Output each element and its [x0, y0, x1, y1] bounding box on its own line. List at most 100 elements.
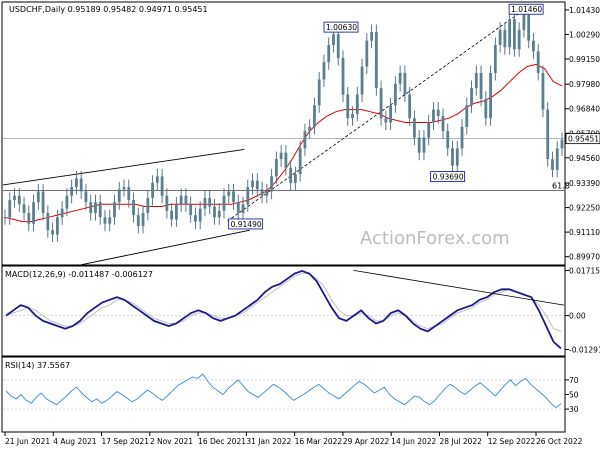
price-bar-body: [203, 197, 207, 209]
price-bar-body: [294, 174, 297, 183]
symbol-label: USDCHF,Daily 0.95189 0.95482 0.94971 0.9…: [9, 5, 208, 14]
macd-y-tick-label: 0.017156: [569, 267, 600, 276]
price-bar-body: [465, 105, 469, 127]
x-tick-label: 14 Jun 2022: [391, 437, 436, 446]
price-bar-body: [265, 191, 269, 196]
price-bar-body: [289, 167, 293, 183]
main-panel: ActionForex.com 1.014301.002900.991500.9…: [1, 1, 600, 266]
rsi-line: [5, 373, 562, 409]
price-bar-body: [332, 34, 335, 45]
x-tick-label: 26 Oct 2022: [536, 437, 583, 446]
x-tick-label: 31 Jan 2022: [246, 437, 291, 446]
price-bar-body: [79, 178, 83, 192]
x-tick-label: 12 Sep 2022: [488, 437, 536, 446]
moving-average-line: [4, 63, 563, 223]
price-bar-body: [317, 79, 321, 106]
price-bar-body: [3, 217, 7, 219]
price-bar-body: [189, 204, 193, 216]
price-bar-body: [217, 210, 221, 218]
price-bar-body: [274, 159, 278, 177]
x-tick-label: 28 Jul 2022: [439, 437, 482, 446]
main-y-tick-label: 0.93390: [569, 179, 600, 188]
price-bar-body: [546, 109, 550, 160]
price-bar-body: [560, 139, 564, 149]
macd-y-tick-label: 0.00: [569, 312, 586, 321]
price-bar-body: [41, 191, 45, 213]
price-bar-body: [555, 148, 559, 170]
main-y-tick-label: 1.00290: [569, 30, 600, 39]
main-y-tick-label: 1.01430: [569, 6, 600, 15]
price-bar-body: [55, 217, 59, 235]
price-bar-body: [432, 109, 435, 123]
main-y-tick-label: 0.89970: [569, 253, 600, 262]
price-bar-body: [313, 105, 316, 127]
price-bar-body: [165, 195, 169, 211]
price-bar-body: [446, 131, 450, 149]
price-bar-body: [255, 180, 259, 190]
price-bar-body: [374, 32, 378, 89]
price-bar-body: [32, 202, 35, 224]
price-bar-body: [8, 200, 12, 218]
macd-label: MACD(12,26,9) -0.011487 -0.006127: [5, 270, 153, 279]
price-bar-body: [222, 195, 226, 211]
rsi-plot: 70 50 30: [3, 373, 579, 414]
price-bar-body: [541, 72, 545, 110]
price-bar-body: [393, 83, 397, 106]
triangle-upper-line: [2, 148, 245, 186]
main-y-tick-label: 0.97980: [569, 80, 600, 89]
price-bar-body: [151, 182, 154, 198]
price-bar-body: [75, 178, 78, 188]
x-tick-label: 16 Dec 2021: [198, 437, 246, 446]
price-bar-body: [536, 51, 540, 73]
triangle-lower-line: [81, 229, 250, 266]
price-bar-body: [236, 202, 240, 213]
price-bar-body: [70, 187, 74, 196]
price-bar-body: [232, 191, 235, 203]
rsi-label: RSI(14) 37.5567: [5, 361, 70, 370]
price-bar-body: [227, 191, 231, 196]
rsi-y-tick-label: 50: [569, 391, 579, 400]
price-bar-body: [22, 204, 26, 213]
price-bar-body: [517, 29, 521, 50]
main-y-axis: 1.014301.002900.991500.979800.968400.957…: [565, 6, 600, 262]
price-bar-body: [146, 197, 150, 213]
price-bar-body: [351, 113, 354, 119]
price-bar-body: [527, 14, 531, 41]
price-annotation-box: [430, 171, 466, 183]
price-bar-body: [298, 148, 302, 175]
price-bar-body: [279, 152, 283, 160]
last-price-label: 0.95451: [568, 135, 599, 144]
price-bar-body: [303, 131, 307, 149]
macd-panel-frame: [1, 265, 566, 357]
price-bar-body: [51, 230, 55, 235]
price-bar-body: [370, 32, 373, 41]
price-bar-body: [493, 44, 497, 73]
price-bar-body: [36, 191, 40, 203]
main-panel-frame: [1, 1, 566, 266]
x-tick-label: 21 Jun 2021: [5, 437, 50, 446]
x-tick-label: 29 Apr 2022: [343, 437, 390, 446]
price-bar-body: [141, 212, 145, 226]
price-bar-body: [532, 40, 535, 52]
price-bar-body: [474, 72, 478, 89]
main-overlays: 61.8: [2, 8, 570, 266]
price-bar-body: [346, 94, 350, 119]
price-bar-body: [365, 40, 369, 67]
price-bar-body: [398, 72, 402, 84]
x-tick-label: 16 Mar 2022: [295, 437, 343, 446]
macd-panel: 0.017156 0.00 -0.012917 MACD(12,26,9) -0.0…: [1, 265, 600, 357]
price-bar-body: [208, 197, 212, 207]
x-tick-label: 4 Aug 2021: [53, 437, 96, 446]
last-price-box: [565, 133, 600, 145]
price-bar-body: [522, 14, 526, 30]
x-axis: 21 Jun 2021 4 Aug 2021 17 Sep 2021 2 Nov 20…: [4, 432, 583, 446]
macd-trend-line: [353, 270, 565, 306]
price-bar-body: [341, 57, 345, 95]
price-bar-body: [441, 116, 445, 132]
price-bars: [3, 7, 564, 243]
price-bar-body: [60, 208, 64, 218]
price-bar-body: [184, 195, 188, 205]
price-bar-body: [355, 94, 359, 114]
main-y-tick-label: 0.92250: [569, 204, 600, 213]
macd-plot: 0.017156 0.00 -0.012917: [3, 267, 600, 355]
